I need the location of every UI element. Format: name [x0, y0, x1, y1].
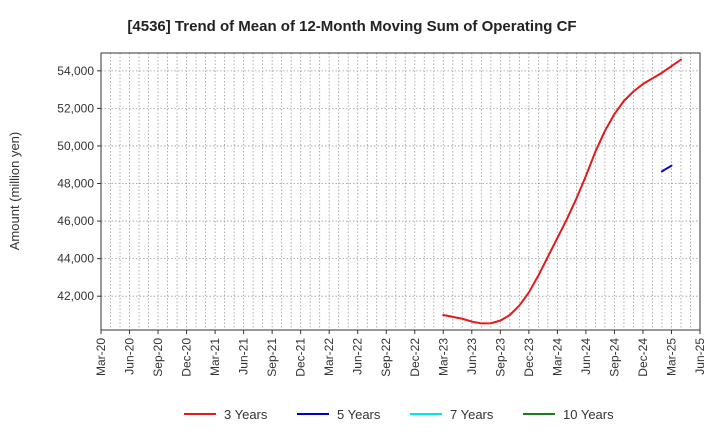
x-tick-label: Dec-20: [180, 338, 194, 377]
x-tick-label: Sep-23: [493, 338, 507, 377]
x-tick-label: Jun-21: [237, 338, 251, 375]
chart-title: [4536] Trend of Mean of 12-Month Moving …: [127, 18, 576, 35]
x-tick-label: Jun-24: [579, 338, 593, 375]
legend-label-3-years: 3 Years: [224, 407, 268, 422]
y-tick-label: 46,000: [57, 214, 94, 228]
x-tick-label: Jun-22: [351, 338, 365, 375]
x-tick-label: Mar-23: [436, 338, 450, 376]
legend: 3 Years 5 Years 7 Years 10 Years: [184, 407, 614, 422]
x-tick-label: Dec-24: [636, 338, 650, 377]
grid: [101, 53, 700, 330]
y-tick-label: 50,000: [57, 139, 94, 153]
series-line-5-years: [660, 164, 673, 173]
y-tick-label: 48,000: [57, 177, 94, 191]
x-tick-label: Sep-21: [265, 338, 279, 377]
x-tick-label: Dec-21: [294, 338, 308, 377]
y-tick-label: 54,000: [57, 64, 94, 78]
x-tick-label: Dec-22: [408, 338, 422, 377]
x-tick-label: Mar-25: [664, 338, 678, 376]
legend-label-7-years: 7 Years: [450, 407, 494, 422]
plot-area: [100, 52, 701, 331]
x-axis: Mar-20 Jun-20 Sep-20 Dec-20 Mar-21 Jun-21 Sep-…: [94, 330, 707, 377]
y-tick-label: 42,000: [57, 289, 94, 303]
x-tick-label: Jun-25: [693, 338, 707, 375]
x-tick-label: Mar-24: [550, 338, 564, 376]
y-axis-label: Amount (million yen): [7, 132, 22, 251]
legend-label-10-years: 10 Years: [563, 407, 614, 422]
y-tick-label: 52,000: [57, 101, 94, 115]
x-tick-label: Sep-22: [379, 338, 393, 377]
x-tick-label: Sep-20: [151, 338, 165, 377]
x-tick-label: Jun-23: [465, 338, 479, 375]
x-tick-label: Jun-20: [123, 338, 137, 375]
x-tick-label: Mar-21: [208, 338, 222, 376]
x-tick-label: Mar-22: [322, 338, 336, 376]
x-tick-label: Sep-24: [607, 338, 621, 377]
legend-label-5-years: 5 Years: [337, 407, 381, 422]
x-tick-label: Mar-20: [94, 338, 108, 376]
x-tick-label: Dec-23: [522, 338, 536, 377]
series-line-3-years: [442, 58, 682, 325]
y-tick-label: 44,000: [57, 252, 94, 266]
y-axis: 42,000 44,000 46,000 48,000 50,000 52,000 54,0…: [57, 64, 101, 303]
series-layer: [442, 58, 682, 325]
